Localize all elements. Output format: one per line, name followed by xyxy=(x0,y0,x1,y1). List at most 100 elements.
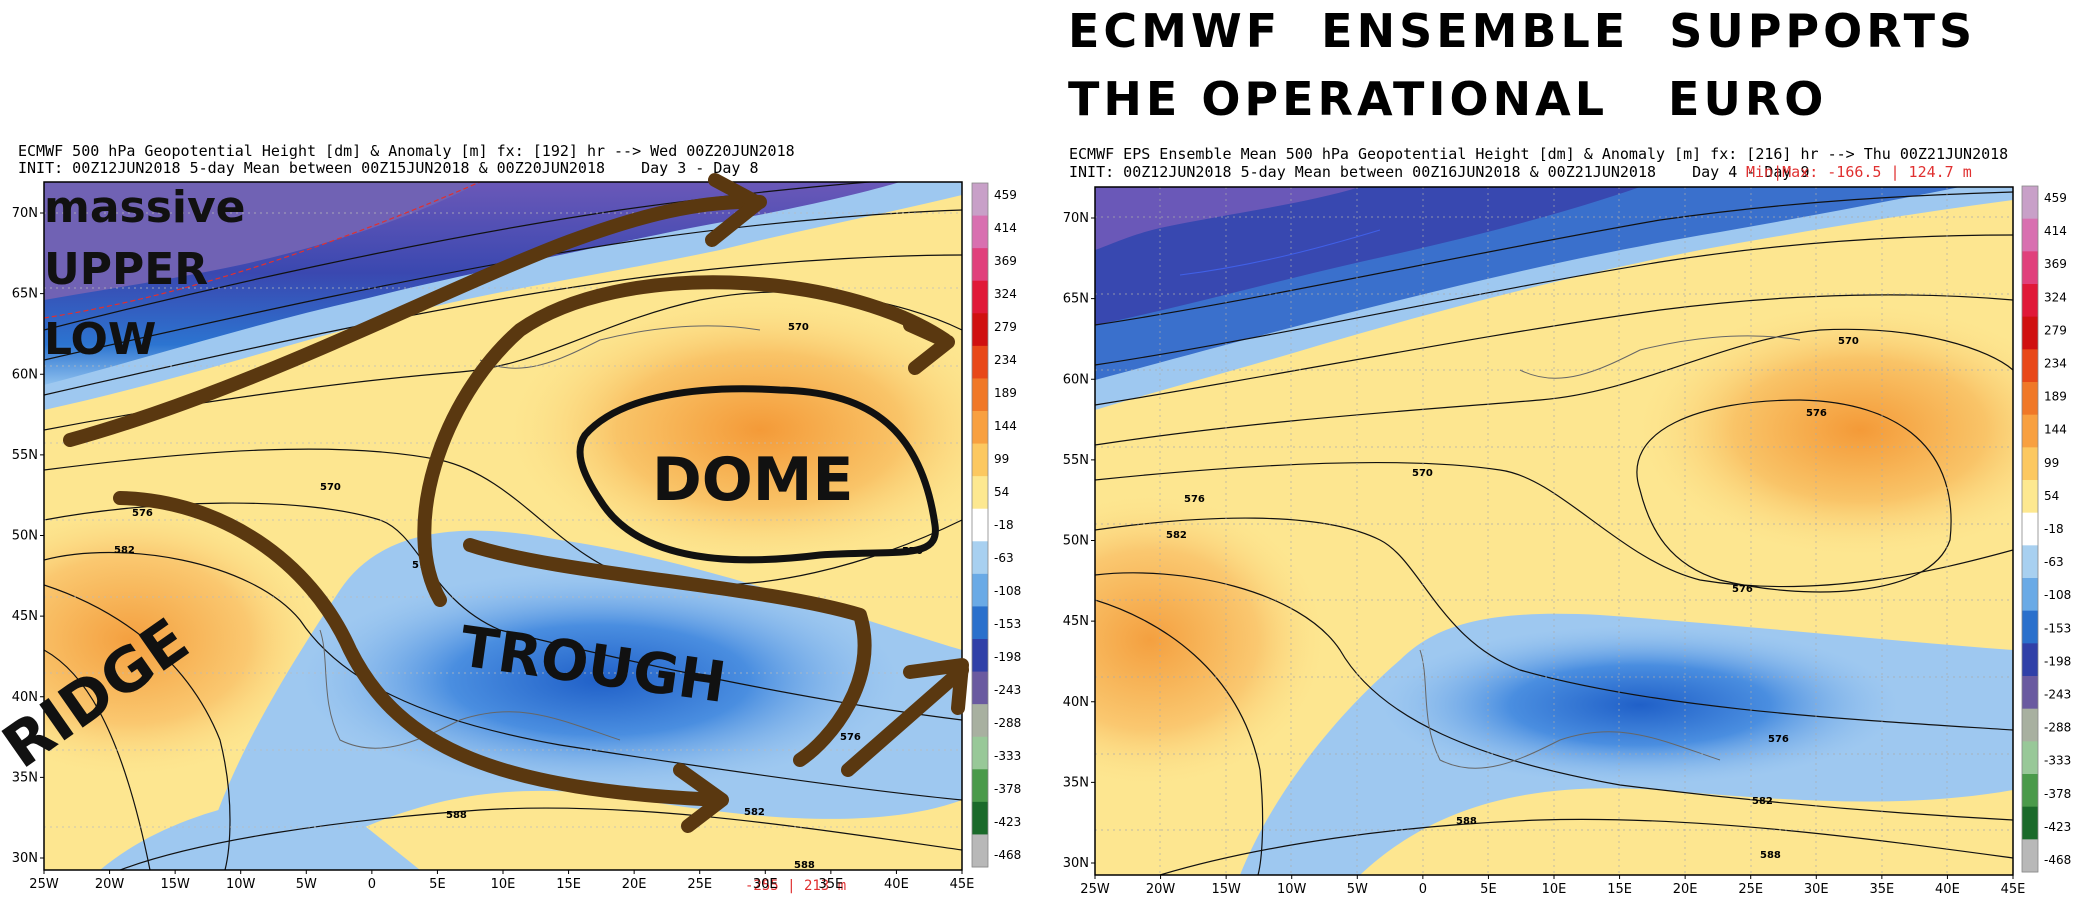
right-contour-label-7: 588 xyxy=(1456,816,1477,827)
left-lat-label: 50N xyxy=(12,529,38,544)
right-colorbar-swatch xyxy=(2022,806,2038,840)
right-lon-label: 5W xyxy=(1347,882,1368,897)
left-colorbar-swatch xyxy=(972,834,988,868)
right-lon-label: 25E xyxy=(1738,882,1763,897)
left-contour-label-7: 588 xyxy=(446,810,467,821)
right-lon-label: 0 xyxy=(1419,882,1427,897)
right-colorbar-swatch xyxy=(2022,251,2038,285)
right-colorbar-swatch xyxy=(2022,610,2038,644)
left-map: 570 570 576 576 576 582 582 588 588 570 xyxy=(0,173,969,871)
left-lon-label: 30E xyxy=(753,877,778,892)
right-colorbar-label: -288 xyxy=(2044,721,2071,735)
right-lon-label: 5E xyxy=(1480,882,1497,897)
right-colorbar-swatch xyxy=(2022,186,2038,220)
left-colorbar-swatch xyxy=(972,639,988,673)
left-lon-label: 20E xyxy=(622,877,647,892)
left-colorbar-label: -288 xyxy=(994,716,1021,730)
left-lon-label: 35E xyxy=(818,877,843,892)
right-colorbar-swatch xyxy=(2022,414,2038,448)
left-lon-label: 40E xyxy=(884,877,909,892)
left-colorbar-swatch xyxy=(972,183,988,217)
left-map-header-line1: ECMWF 500 hPa Geopotential Height [dm] &… xyxy=(18,142,795,160)
left-colorbar-swatch xyxy=(972,508,988,542)
right-colorbar-label: 324 xyxy=(2044,290,2067,304)
left-contour-label-5: 582 xyxy=(114,545,135,556)
right-lat-label: 40N xyxy=(1063,695,1089,710)
left-colorbar-label: -63 xyxy=(994,551,1014,565)
right-colorbar-label: -333 xyxy=(2044,754,2071,768)
left-lat-label: 45N xyxy=(12,609,38,624)
right-map-axes: 70N 65N 60N 55N 50N 45N 40N 35N 30N 25W 20W 15W 10W 5… xyxy=(1063,211,2026,897)
left-colorbar-swatch xyxy=(972,411,988,445)
right-colorbar-swatch xyxy=(2022,382,2038,416)
right-colorbar-label: 54 xyxy=(2044,489,2059,503)
right-lon-label: 35E xyxy=(1869,882,1894,897)
right-colorbar-label: 189 xyxy=(2044,390,2067,404)
right-colorbar: 459 414 369 324 279 234 189 144 99 54 -18 -63 -108 -1… xyxy=(2021,185,2071,873)
right-colorbar-label: 144 xyxy=(2044,423,2067,437)
right-colorbar-swatch xyxy=(2022,774,2038,808)
right-colorbar-swatch xyxy=(2022,839,2038,873)
right-contour-label-9: 570 xyxy=(1838,336,1859,347)
right-colorbar-swatch xyxy=(2022,284,2038,318)
right-colorbar-label: -378 xyxy=(2044,787,2071,801)
left-colorbar-swatch xyxy=(972,313,988,347)
right-colorbar-label: -153 xyxy=(2044,621,2071,635)
right-contour-label-4: 582 xyxy=(1166,530,1187,541)
right-contour-label-8: 588 xyxy=(1760,850,1781,861)
left-lat-label: 40N xyxy=(12,690,38,705)
right-colorbar-swatch xyxy=(2022,741,2038,775)
left-colorbar-label: 279 xyxy=(994,320,1017,334)
right-lon-label: 10E xyxy=(1542,882,1567,897)
right-colorbar-label: -108 xyxy=(2044,588,2071,602)
left-colorbar-swatch xyxy=(972,280,988,314)
left-colorbar-label: -468 xyxy=(994,848,1021,862)
left-contour-label-4: 576 xyxy=(840,732,861,743)
right-lat-label: 55N xyxy=(1063,453,1089,468)
left-contour-label-6: 582 xyxy=(744,807,765,818)
right-map-header-line2: INIT: 00Z12JUN2018 5-day Mean between 00… xyxy=(1069,163,1810,181)
right-colorbar-label: 279 xyxy=(2044,323,2067,337)
right-contour-label-0: 570 xyxy=(1412,468,1433,479)
right-contour-label-3: 576 xyxy=(1732,584,1753,595)
right-colorbar-label: 369 xyxy=(2044,257,2067,271)
left-colorbar-swatch xyxy=(972,378,988,412)
left-colorbar-label: 324 xyxy=(994,287,1017,301)
left-contour-label-8: 588 xyxy=(794,860,815,871)
left-colorbar-swatch xyxy=(972,606,988,640)
left-dome-outline xyxy=(576,385,939,564)
left-contour-label-0: 570 xyxy=(320,482,341,493)
label-massive: massive xyxy=(44,182,246,233)
right-colorbar-swatch xyxy=(2022,480,2038,514)
left-lon-label: 0 xyxy=(368,877,376,892)
right-colorbar-label: 414 xyxy=(2044,224,2067,238)
left-lon-label: 15E xyxy=(556,877,581,892)
right-colorbar-label: -243 xyxy=(2044,688,2071,702)
right-lat-label: 70N xyxy=(1063,211,1089,226)
right-colorbar-label: 234 xyxy=(2044,357,2067,371)
right-contour-label-5: 576 xyxy=(1768,734,1789,745)
left-colorbar-label: -108 xyxy=(994,584,1021,598)
left-annotation-arrows xyxy=(63,173,969,833)
left-colorbar-swatch xyxy=(972,671,988,705)
left-lon-label: 15W xyxy=(160,877,190,892)
right-map: 570 576 576 576 582 576 582 588 588 570 xyxy=(1094,186,2014,876)
right-lat-label: 50N xyxy=(1063,534,1089,549)
right-lon-label: 30E xyxy=(1804,882,1829,897)
left-colorbar-swatch xyxy=(972,248,988,282)
right-colorbar-label: -468 xyxy=(2044,853,2071,867)
left-lon-label: 45E xyxy=(950,877,975,892)
right-lat-label: 60N xyxy=(1063,372,1089,387)
left-colorbar-label: -198 xyxy=(994,650,1021,664)
right-lon-label: 25W xyxy=(1080,882,1110,897)
right-lat-label: 30N xyxy=(1063,856,1089,871)
left-colorbar-label: 54 xyxy=(994,485,1009,499)
left-lon-label: 20W xyxy=(95,877,125,892)
left-colorbar-swatch xyxy=(972,215,988,249)
right-map-minmax: Min|Max: -166.5 | 124.7 m xyxy=(1746,163,1972,181)
label-low: LOW xyxy=(44,314,156,365)
right-colorbar-swatch xyxy=(2022,447,2038,481)
right-lon-label: 20E xyxy=(1673,882,1698,897)
right-colorbar-swatch xyxy=(2022,349,2038,383)
